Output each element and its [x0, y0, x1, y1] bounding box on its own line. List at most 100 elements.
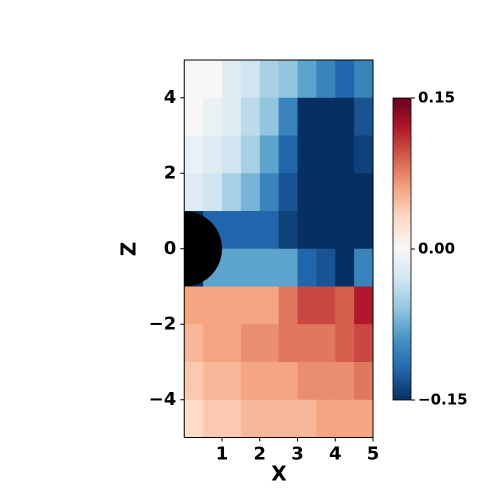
heatmap-cell — [222, 60, 242, 99]
y-tick-label: −4 — [149, 389, 177, 410]
heatmap-cell — [354, 211, 373, 250]
heatmap-cell — [222, 211, 242, 250]
heatmap-cell — [297, 286, 317, 325]
heatmap-cell — [222, 324, 242, 363]
heatmap-cell — [354, 60, 373, 99]
heatmap-cell — [240, 362, 261, 401]
heatmap-cell — [278, 362, 298, 401]
heatmap-cell — [240, 324, 261, 363]
heatmap-cell — [354, 173, 373, 212]
heatmap-cell — [259, 324, 280, 363]
heatmap-cell — [278, 97, 298, 136]
colorbar-tick-label: −0.15 — [418, 391, 468, 409]
heatmap-cell — [297, 97, 317, 136]
heatmap-cell — [278, 399, 298, 438]
x-tick-label: 1 — [216, 444, 229, 465]
heatmap-cell — [184, 399, 204, 438]
heatmap-cell — [184, 60, 204, 99]
heatmap-cell — [184, 173, 204, 212]
heatmap-cell — [335, 97, 355, 136]
heatmap-cell — [297, 324, 317, 363]
heatmap-cell — [278, 248, 298, 287]
heatmap-cell — [297, 211, 317, 250]
heatmap-cell — [316, 248, 336, 287]
heatmap-cell — [354, 399, 373, 438]
x-tick-label: 5 — [367, 444, 380, 465]
heatmap-cell — [222, 135, 242, 174]
heatmap-cell — [222, 286, 242, 325]
heatmap-cell — [278, 60, 298, 99]
heatmap-cell — [222, 248, 242, 287]
heatmap-cell — [316, 97, 336, 136]
x-tick-label: 3 — [291, 444, 304, 465]
heatmap-cell — [203, 135, 223, 174]
heatmap-cell — [203, 286, 223, 325]
heatmap-cell — [184, 97, 204, 136]
heatmap-cell — [203, 97, 223, 136]
heatmap-cell — [222, 362, 242, 401]
heatmap-cell — [335, 286, 355, 325]
colorbar-tick-label: 0.15 — [418, 89, 455, 107]
heatmap-cell — [354, 248, 373, 287]
heatmap-cell — [240, 60, 261, 99]
heatmap-cell — [316, 399, 336, 438]
heatmap-cell — [240, 97, 261, 136]
heatmap-cell — [278, 286, 298, 325]
heatmap-cell — [203, 173, 223, 212]
heatmap-cell — [354, 362, 373, 401]
heatmap-cell — [222, 173, 242, 212]
heatmap-cell — [203, 399, 223, 438]
heatmap-cell — [297, 248, 317, 287]
y-tick-label: −2 — [149, 313, 177, 334]
heatmap-cell — [184, 135, 204, 174]
heatmap-cell — [335, 60, 355, 99]
y-axis-label: Z — [117, 242, 141, 257]
heatmap-cell — [335, 362, 355, 401]
heatmap — [184, 60, 373, 438]
heatmap-cell — [354, 135, 373, 174]
heatmap-cell — [203, 362, 223, 401]
heatmap-cell — [240, 135, 261, 174]
heatmap-cell — [335, 135, 355, 174]
x-tick-label: 2 — [253, 444, 266, 465]
heatmap-cell — [354, 97, 373, 136]
heatmap-cell — [335, 173, 355, 212]
y-tick-label: 0 — [164, 238, 177, 259]
heatmap-cell — [184, 324, 204, 363]
heatmap-cell — [259, 135, 280, 174]
heatmap-cell — [278, 173, 298, 212]
heatmap-cell — [259, 173, 280, 212]
heatmap-cell — [316, 135, 336, 174]
heatmap-cell — [278, 135, 298, 174]
heatmap-cell — [316, 324, 336, 363]
heatmap-cell — [222, 399, 242, 438]
heatmap-cell — [335, 211, 355, 250]
x-tick-label: 4 — [329, 444, 342, 465]
colorbar — [392, 97, 412, 401]
heatmap-cell — [184, 362, 204, 401]
heatmap-cell — [335, 324, 355, 363]
heatmap-cell — [335, 399, 355, 438]
heatmap-cell — [240, 286, 261, 325]
heatmap-cell — [354, 286, 373, 325]
heatmap-cell — [203, 60, 223, 99]
y-tick-label: 2 — [164, 162, 177, 183]
heatmap-cell — [240, 248, 261, 287]
heatmap-cell — [297, 362, 317, 401]
heatmap-cell — [278, 211, 298, 250]
heatmap-cell — [240, 399, 261, 438]
heatmap-cell — [316, 173, 336, 212]
heatmap-cell — [259, 286, 280, 325]
heatmap-cell — [259, 60, 280, 99]
planet — [184, 211, 222, 287]
heatmap-cell — [316, 362, 336, 401]
heatmap-cell — [259, 97, 280, 136]
heatmap-cell — [354, 324, 373, 363]
heatmap-cell — [240, 173, 261, 212]
heatmap-cell — [203, 324, 223, 363]
heatmap-cell — [278, 324, 298, 363]
heatmap-cell — [316, 211, 336, 250]
heatmap-cell — [240, 211, 261, 250]
y-tick-label: 4 — [164, 87, 177, 108]
